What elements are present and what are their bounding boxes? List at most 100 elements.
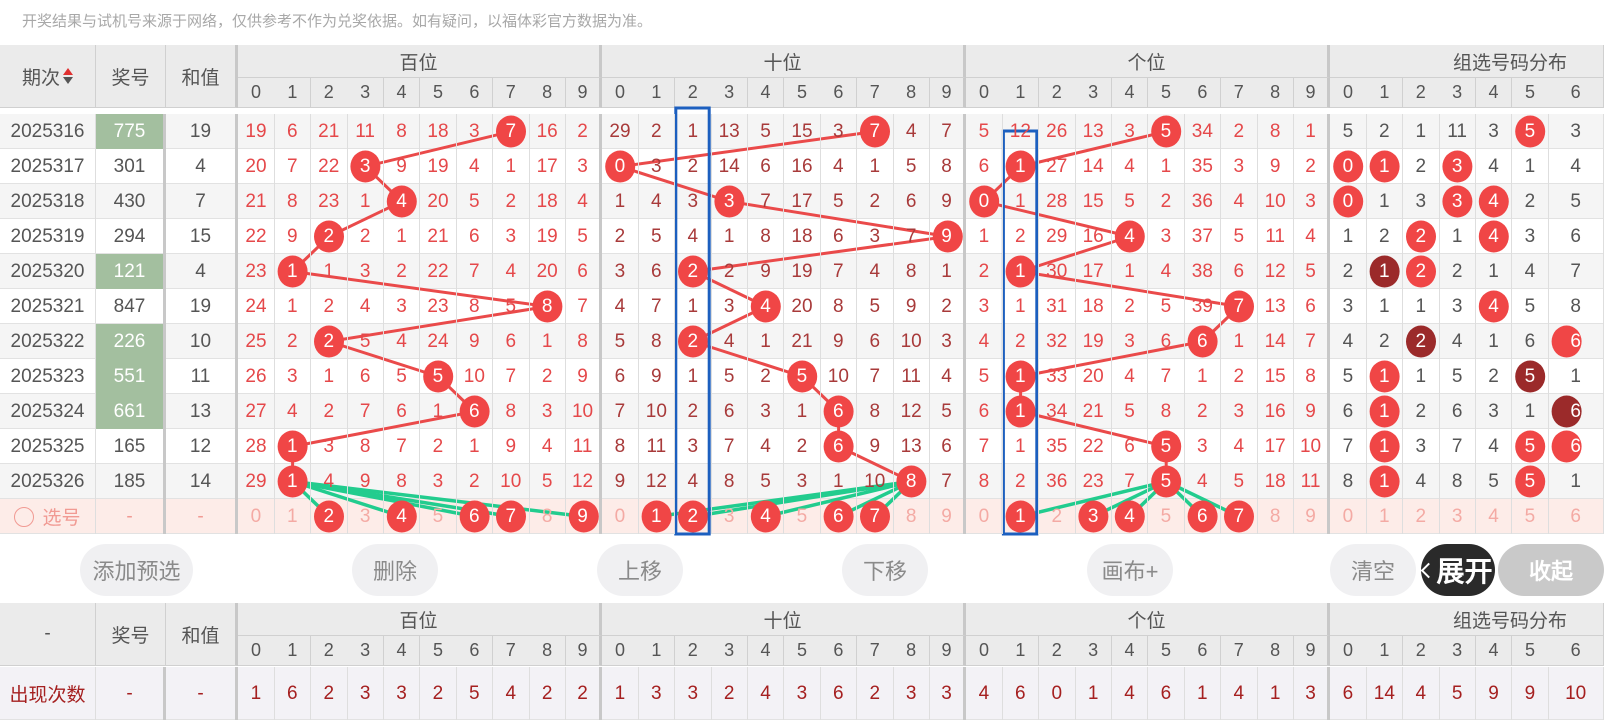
selectable-digit[interactable]: 0 — [1330, 499, 1367, 534]
winning-ball: 1 — [1366, 359, 1404, 394]
omission-cell: 5 — [748, 464, 785, 499]
action-button[interactable]: 删除 — [352, 544, 438, 596]
selection-row-label[interactable]: 选号 — [0, 499, 96, 534]
selectable-digit[interactable]: 9 — [1294, 499, 1331, 534]
selected-digit-ball[interactable]: 4 — [384, 499, 421, 534]
omission-cell: 2 — [1366, 219, 1404, 254]
action-button[interactable]: 上移 — [597, 544, 683, 596]
winning-ball: 1 — [1366, 254, 1404, 289]
selectable-digit[interactable]: 3 — [1439, 499, 1477, 534]
omission-cell: 1 — [1548, 464, 1604, 499]
top-digit-header: 0 — [602, 78, 639, 108]
omission-cell: 23 — [238, 254, 275, 289]
omission-cell: 1 — [784, 394, 821, 429]
selectable-digit[interactable]: 6 — [1548, 499, 1604, 534]
selected-digit-ball[interactable]: 9 — [566, 499, 603, 534]
selected-digit-ball[interactable]: 2 — [311, 499, 348, 534]
selectable-digit[interactable]: 5 — [784, 499, 821, 534]
winning-ball: 0 — [966, 184, 1003, 219]
omission-cell: 4 — [1112, 359, 1149, 394]
circle-radio-icon[interactable] — [14, 506, 35, 527]
selectable-digit[interactable]: 5 — [420, 499, 457, 534]
omission-cell: 5 — [893, 149, 931, 184]
top-digit-header: 3 — [347, 78, 385, 108]
action-button[interactable]: 下移 — [842, 544, 928, 596]
selectable-digit[interactable]: 9 — [930, 499, 967, 534]
omission-cell: 9 — [1294, 394, 1331, 429]
selectable-digit[interactable]: 8 — [893, 499, 931, 534]
winning-number-cell: 294 — [96, 219, 166, 254]
period-cell: 2025325 — [0, 429, 96, 464]
expand-button[interactable]: 展开 — [1421, 544, 1495, 596]
omission-cell: 1 — [1221, 324, 1258, 359]
selected-digit-ball[interactable]: 7 — [493, 499, 530, 534]
omission-cell: 7 — [1330, 429, 1367, 464]
selection-number: - — [96, 499, 166, 534]
winning-number-cell: 165 — [96, 429, 166, 464]
omission-cell: 5 — [347, 324, 385, 359]
selected-digit-ball[interactable]: 6 — [1184, 499, 1222, 534]
selectable-digit[interactable]: 1 — [274, 499, 312, 534]
winning-ball: 5 — [1512, 429, 1549, 464]
omission-cell: 9 — [347, 464, 385, 499]
action-button[interactable]: 添加预选 — [80, 544, 193, 596]
selected-digit-ball[interactable]: 4 — [748, 499, 785, 534]
top-section-hundreds: 百位 — [238, 45, 602, 78]
omission-cell: 2 — [930, 289, 967, 324]
selected-digit-ball[interactable]: 7 — [857, 499, 894, 534]
omission-cell: 8 — [820, 289, 858, 324]
bottom-digit-header: 9 — [565, 636, 603, 666]
selectable-digit[interactable]: 2 — [1403, 499, 1440, 534]
occurrence-count: 1 — [238, 667, 275, 720]
sort-up-down-icon[interactable] — [63, 68, 73, 84]
action-button[interactable]: 画布+ — [1087, 544, 1173, 596]
omission-cell: 3 — [857, 219, 894, 254]
omission-cell: 13 — [1075, 114, 1113, 149]
omission-cell: 1 — [311, 254, 348, 289]
top-digit-header: 4 — [1111, 78, 1149, 108]
omission-cell: 13 — [893, 429, 931, 464]
selected-digit-ball[interactable]: 2 — [675, 499, 712, 534]
selected-digit-ball[interactable]: 7 — [1221, 499, 1258, 534]
omission-cell: 17 — [784, 184, 821, 219]
winning-number-cell: 226 — [96, 324, 166, 359]
winning-ball: 0 — [1330, 184, 1367, 219]
selectable-digit[interactable]: 2 — [1039, 499, 1076, 534]
sum-cell: 15 — [166, 219, 238, 254]
selectable-digit[interactable]: 8 — [529, 499, 567, 534]
selected-digit-ball[interactable]: 4 — [1112, 499, 1149, 534]
expand-label: 展开 — [1436, 556, 1493, 587]
omission-cell: 5 — [1148, 289, 1185, 324]
selected-digit-ball[interactable]: 3 — [1075, 499, 1113, 534]
action-button[interactable]: 清空 — [1330, 544, 1416, 596]
action-button[interactable]: 收起 — [1498, 544, 1604, 596]
bottom-digit-header: 2 — [1402, 636, 1440, 666]
selectable-digit[interactable]: 3 — [711, 499, 749, 534]
selectable-digit[interactable]: 0 — [238, 499, 275, 534]
omission-cell: 19 — [529, 219, 567, 254]
omission-cell: 8 — [1257, 114, 1295, 149]
selected-digit-ball[interactable]: 6 — [456, 499, 494, 534]
bottom-digit-header: 2 — [310, 636, 348, 666]
selected-digit-ball[interactable]: 1 — [1002, 499, 1040, 534]
selectable-digit[interactable]: 5 — [1512, 499, 1549, 534]
selectable-digit[interactable]: 3 — [347, 499, 385, 534]
omission-cell: 6 — [1221, 254, 1258, 289]
selected-digit-ball[interactable]: 1 — [638, 499, 676, 534]
omission-cell: 3 — [820, 114, 858, 149]
selectable-digit[interactable]: 4 — [1476, 499, 1513, 534]
selected-digit-ball[interactable]: 6 — [820, 499, 858, 534]
omission-cell: 3 — [638, 149, 676, 184]
selectable-digit[interactable]: 1 — [1366, 499, 1404, 534]
sort-up-icon — [63, 68, 73, 75]
selectable-digit[interactable]: 8 — [1257, 499, 1295, 534]
omission-cell: 31 — [1039, 289, 1076, 324]
selectable-digit[interactable]: 0 — [966, 499, 1003, 534]
selectable-digit[interactable]: 0 — [602, 499, 639, 534]
selectable-digit[interactable]: 5 — [1148, 499, 1185, 534]
top-digit-header: 9 — [565, 78, 603, 108]
top-period-header[interactable]: 期次 — [0, 45, 96, 108]
top-digit-header: 0 — [238, 78, 275, 108]
occurrence-count: 4 — [1221, 667, 1258, 720]
omission-cell: 1 — [384, 219, 421, 254]
